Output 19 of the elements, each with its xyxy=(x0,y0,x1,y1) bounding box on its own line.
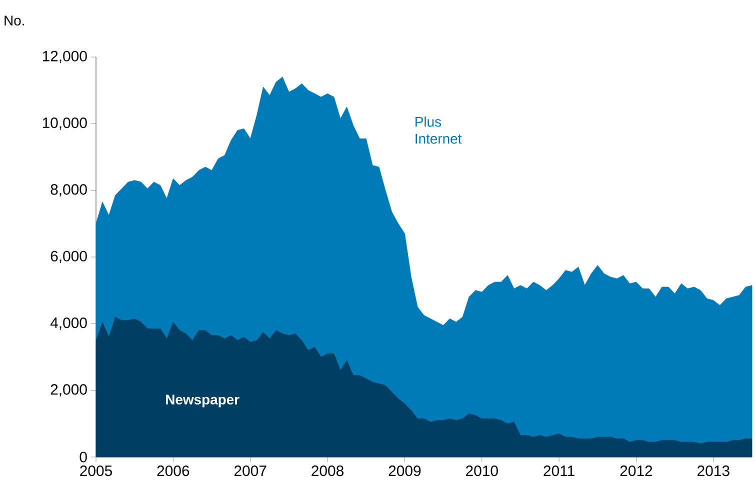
y-tick-label: 0 xyxy=(80,452,87,462)
y-tick-label: 8,000 xyxy=(50,184,87,196)
x-tick-label: 2007 xyxy=(234,466,266,476)
x-tick-label: 2010 xyxy=(466,466,498,476)
x-tick-label: 2008 xyxy=(312,466,344,476)
x-tick-label: 2005 xyxy=(80,466,112,476)
x-tick-label: 2009 xyxy=(388,466,421,476)
text: Plus Internet xyxy=(416,116,462,144)
y-tick-label: 12,000 xyxy=(42,50,87,64)
y-tick-label: 4,000 xyxy=(50,317,87,330)
y-tick-label: 2,000 xyxy=(50,384,87,396)
x-tick-label: 2011 xyxy=(544,466,574,476)
y-tick-label: 10,000 xyxy=(42,117,87,130)
x-tick-label: 2006 xyxy=(157,466,190,476)
x-tick-label: 2013 xyxy=(698,466,730,476)
series-label: Newspaper xyxy=(166,394,240,408)
y-axis-title: No. xyxy=(4,16,24,26)
y-tick-label: 6,000 xyxy=(50,250,87,264)
x-tick-label: 2012 xyxy=(620,466,652,476)
